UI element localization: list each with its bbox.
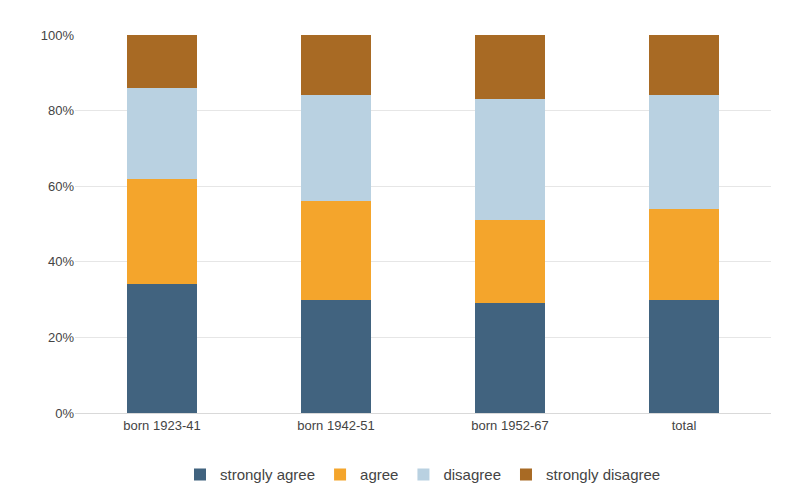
svg-text:60%: 60% (48, 179, 74, 194)
svg-text:strongly disagree: strongly disagree (546, 466, 660, 483)
svg-text:strongly agree: strongly agree (220, 466, 315, 483)
svg-text:0%: 0% (55, 406, 74, 421)
svg-text:total: total (672, 418, 697, 433)
svg-text:disagree: disagree (443, 466, 501, 483)
svg-text:20%: 20% (48, 330, 74, 345)
svg-text:agree: agree (360, 466, 398, 483)
svg-text:80%: 80% (48, 103, 74, 118)
svg-text:born 1923-41: born 1923-41 (123, 418, 200, 433)
svg-text:born 1952-67: born 1952-67 (471, 418, 548, 433)
svg-text:100%: 100% (41, 28, 75, 43)
svg-text:40%: 40% (48, 254, 74, 269)
svg-text:born 1942-51: born 1942-51 (297, 418, 374, 433)
